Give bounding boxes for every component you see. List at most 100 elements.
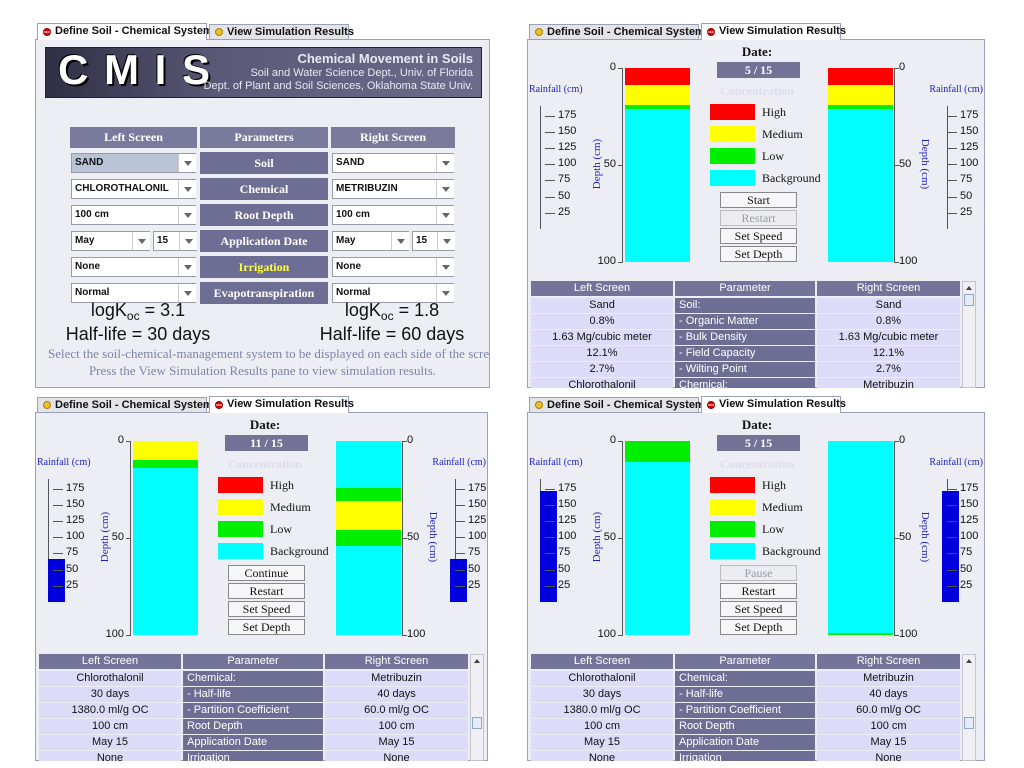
button[interactable]: Continue: [228, 565, 305, 581]
button[interactable]: Restart: [228, 583, 305, 599]
arrow-shape: [184, 187, 192, 192]
depth-tick: [126, 441, 131, 442]
legend-label: Background: [762, 544, 821, 558]
dropdown[interactable]: 15: [412, 231, 455, 251]
depth-label: Depth (cm): [591, 511, 603, 563]
tab[interactable]: View Simulation Results: [209, 396, 354, 413]
depth-tick-label: 0: [899, 434, 906, 446]
tab-label: Define Soil - Chemical Systems: [547, 399, 711, 411]
button[interactable]: Set Depth: [720, 246, 797, 262]
table-cell: Application Date: [183, 735, 323, 750]
table-cell: Chemical:: [675, 378, 815, 388]
button[interactable]: Set Speed: [720, 228, 797, 244]
button[interactable]: Start: [720, 192, 797, 208]
dropdown[interactable]: 100 cm: [71, 205, 196, 225]
rainfall-tick: [545, 585, 555, 587]
parameter-cell: Irrigation: [200, 256, 328, 278]
table-header: Left Screen: [39, 654, 181, 669]
button[interactable]: Set Speed: [228, 601, 305, 617]
dropdown[interactable]: Normal: [71, 283, 196, 303]
rainfall-tick: [455, 569, 465, 571]
scrollbar[interactable]: [962, 654, 976, 761]
table-cell: 40 days: [817, 687, 960, 702]
table-cell: May 15: [325, 735, 468, 750]
rainfall-tick-label: 175: [960, 481, 979, 494]
table-header: Parameter: [183, 654, 323, 669]
dropdown[interactable]: May: [71, 231, 150, 251]
rainfall-tick-label: 125: [960, 514, 979, 527]
tab[interactable]: Define Soil - Chemical Systems: [529, 397, 711, 412]
rainfall-tick-label: 175: [558, 481, 577, 494]
dropdown[interactable]: SAND: [332, 153, 454, 173]
depth-tick: [894, 538, 899, 539]
banner-line: Dept. of Plant and Soil Sciences, Oklaho…: [203, 80, 473, 92]
dropdown[interactable]: Normal: [332, 283, 454, 303]
rainfall-tick-label: 50: [66, 562, 79, 575]
button[interactable]: Set Depth: [720, 619, 797, 635]
rainfall-bar: [450, 559, 467, 602]
dropdown[interactable]: May: [332, 231, 409, 251]
parameter-cell: Root Depth: [200, 204, 328, 226]
dropdown[interactable]: CHLOROTHALONIL: [71, 179, 196, 199]
dropdown[interactable]: None: [71, 257, 196, 277]
legend-title: Concentration: [720, 84, 794, 98]
tab[interactable]: View Simulation Results: [701, 396, 846, 413]
dropdown-value: 100 cm: [75, 209, 109, 220]
dropdown[interactable]: 15: [153, 231, 197, 251]
dropdown[interactable]: None: [332, 257, 454, 277]
tab[interactable]: View Simulation Results: [209, 24, 354, 39]
table-cell: Application Date: [675, 735, 815, 750]
tab[interactable]: Define Soil - Chemical Systems: [529, 24, 711, 39]
depth-tick: [126, 538, 131, 539]
legend-swatch: [218, 499, 263, 515]
table-cell: 100 cm: [325, 719, 468, 734]
tab[interactable]: Define Soil - Chemical Systems: [37, 23, 219, 40]
depth-tick-label: 50: [603, 158, 616, 170]
depth-tick: [618, 262, 623, 263]
table-header: Left Screen: [531, 654, 673, 669]
depth-tick: [126, 635, 131, 636]
simulation-panel: Define Soil - Chemical Systems View Simul…: [527, 22, 985, 388]
depth-label: Depth (cm): [99, 511, 111, 563]
depth-tick: [894, 635, 899, 636]
dropdown[interactable]: SAND: [71, 153, 196, 173]
koc-value: = 3.1: [144, 300, 186, 320]
depth-label: Depth (cm): [591, 138, 603, 190]
tab[interactable]: View Simulation Results: [701, 23, 846, 40]
scrollbar[interactable]: [962, 281, 976, 388]
rainfall-tick: [947, 164, 957, 166]
dropdown-arrow: [436, 258, 454, 276]
dropdown-value: SAND: [336, 157, 365, 168]
depth-tick: [618, 441, 623, 442]
rainfall-tick-label: 25: [66, 578, 79, 591]
dropdown-value: METRIBUZIN: [336, 183, 398, 194]
rainfall-tick: [455, 537, 465, 539]
tab-label: View Simulation Results: [227, 26, 354, 38]
rainfall-label: Rainfall (cm): [529, 457, 583, 468]
button[interactable]: Set Depth: [228, 619, 305, 635]
arrow-shape: [184, 291, 192, 296]
rainfall-tick-label: 150: [558, 124, 577, 137]
button[interactable]: Set Speed: [720, 601, 797, 617]
legend-swatch: [710, 477, 755, 493]
dropdown-value: SAND: [75, 157, 104, 168]
depth-tick: [402, 635, 407, 636]
concentration-band: [336, 530, 401, 546]
koc-value: = 1.8: [398, 300, 440, 320]
rainfall-tick-label: 50: [960, 189, 973, 202]
dropdown[interactable]: 100 cm: [332, 205, 454, 225]
table-cell: - Half-life: [183, 687, 323, 702]
button[interactable]: Restart: [720, 583, 797, 599]
tab[interactable]: Define Soil - Chemical Systems: [37, 397, 219, 412]
dropdown-arrow: [436, 154, 454, 172]
rainfall-tick: [947, 537, 957, 539]
arrow-shape: [185, 239, 193, 244]
rainfall-tick-label: 100: [558, 157, 577, 170]
concentration-band: [625, 104, 690, 109]
table-cell: 0.8%: [817, 314, 960, 329]
table-cell: - Partition Coefficient: [183, 703, 323, 718]
dropdown[interactable]: METRIBUZIN: [332, 179, 454, 199]
rainfall-tick: [947, 553, 957, 555]
table-cell: 40 days: [325, 687, 468, 702]
scrollbar[interactable]: [470, 654, 484, 761]
